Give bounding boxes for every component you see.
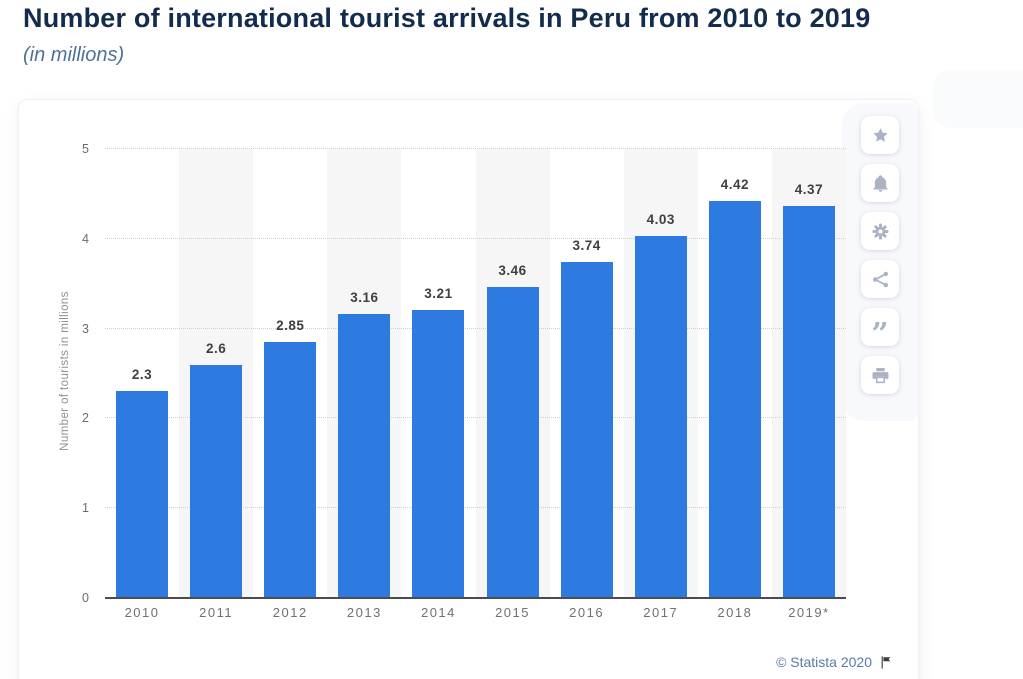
x-axis-labels: 2010 2011 2012 2013 2014 2015 2016 2017 2018 2019… [105,605,846,623]
plot-area: 2.3 2.6 2.85 3.16 3.21 3.46 3.74 4.03 4.42 4.37 [105,148,846,599]
x-tick-label: 2012 [272,605,308,620]
gridline [105,327,846,329]
printer-icon [872,367,889,384]
share-icon [872,271,889,288]
bar-2010[interactable] [116,391,169,598]
y-tick-label: 4 [82,231,89,246]
bar-2012[interactable] [264,342,317,598]
settings-button[interactable] [861,212,899,250]
bar-2017[interactable] [634,236,687,598]
bar-value-label: 3.16 [350,290,379,306]
bar-2016[interactable] [560,262,613,598]
x-tick-label: 2016 [569,605,605,620]
chart-footer: © Statista 2020 [776,654,893,670]
bar-value-label: 3.74 [572,238,601,254]
x-tick-label: 2014 [420,605,456,620]
x-tick-label: 2017 [643,605,679,620]
star-icon [872,127,889,144]
cite-button[interactable]: ” [861,308,899,352]
gridline [105,417,846,419]
chart-header: Number of international tourist arrivals… [23,2,870,67]
x-tick-label: 2013 [346,605,382,620]
x-tick-label: 2015 [495,605,530,620]
favorite-button[interactable] [861,116,899,154]
y-tick-label: 3 [82,321,89,336]
bar-value-label: 2.85 [276,318,305,334]
bar-2013[interactable] [338,314,391,598]
print-button[interactable] [861,356,899,394]
bar-2019*[interactable] [782,205,835,598]
x-axis-line [105,597,846,599]
x-tick-label: 2010 [124,605,160,620]
flag-icon[interactable] [880,655,893,669]
y-tick-label: 0 [82,591,89,605]
share-button[interactable] [861,260,899,298]
bar-value-label: 3.21 [424,285,453,301]
bar-value-label: 4.42 [720,177,749,193]
bar-value-label: 2.3 [131,367,153,383]
bell-icon [872,174,889,192]
gear-icon [872,223,889,240]
x-tick-label: 2011 [199,605,234,620]
copyright-link[interactable]: © Statista 2020 [776,654,872,670]
gridline [105,237,846,239]
gridline [105,148,846,149]
bar-value-label: 4.03 [646,212,675,228]
bar-2014[interactable] [412,309,465,598]
page-subtitle: (in millions) [23,43,125,66]
action-rail: ” [842,103,918,421]
y-tick-label: 5 [82,142,89,156]
y-tick-label: 2 [82,411,89,426]
decorative-panel [933,70,1023,128]
bar-2018[interactable] [708,201,761,598]
bar-2011[interactable] [190,364,243,598]
bar-value-label: 2.6 [206,340,227,356]
quote-icon: ” [871,316,889,352]
y-tick-label: 1 [82,501,89,516]
gridline [105,507,846,509]
bar-value-label: 4.37 [794,181,824,197]
notifications-button[interactable] [861,164,899,202]
bar-value-label: 3.46 [498,263,527,279]
y-axis-ticks: 0 1 2 3 4 5 [19,142,97,605]
x-tick-label: 2018 [717,605,753,620]
x-tick-label: 2019* [788,605,830,620]
bar-2015[interactable] [486,287,539,598]
page-title: Number of international tourist arrivals… [23,3,871,33]
